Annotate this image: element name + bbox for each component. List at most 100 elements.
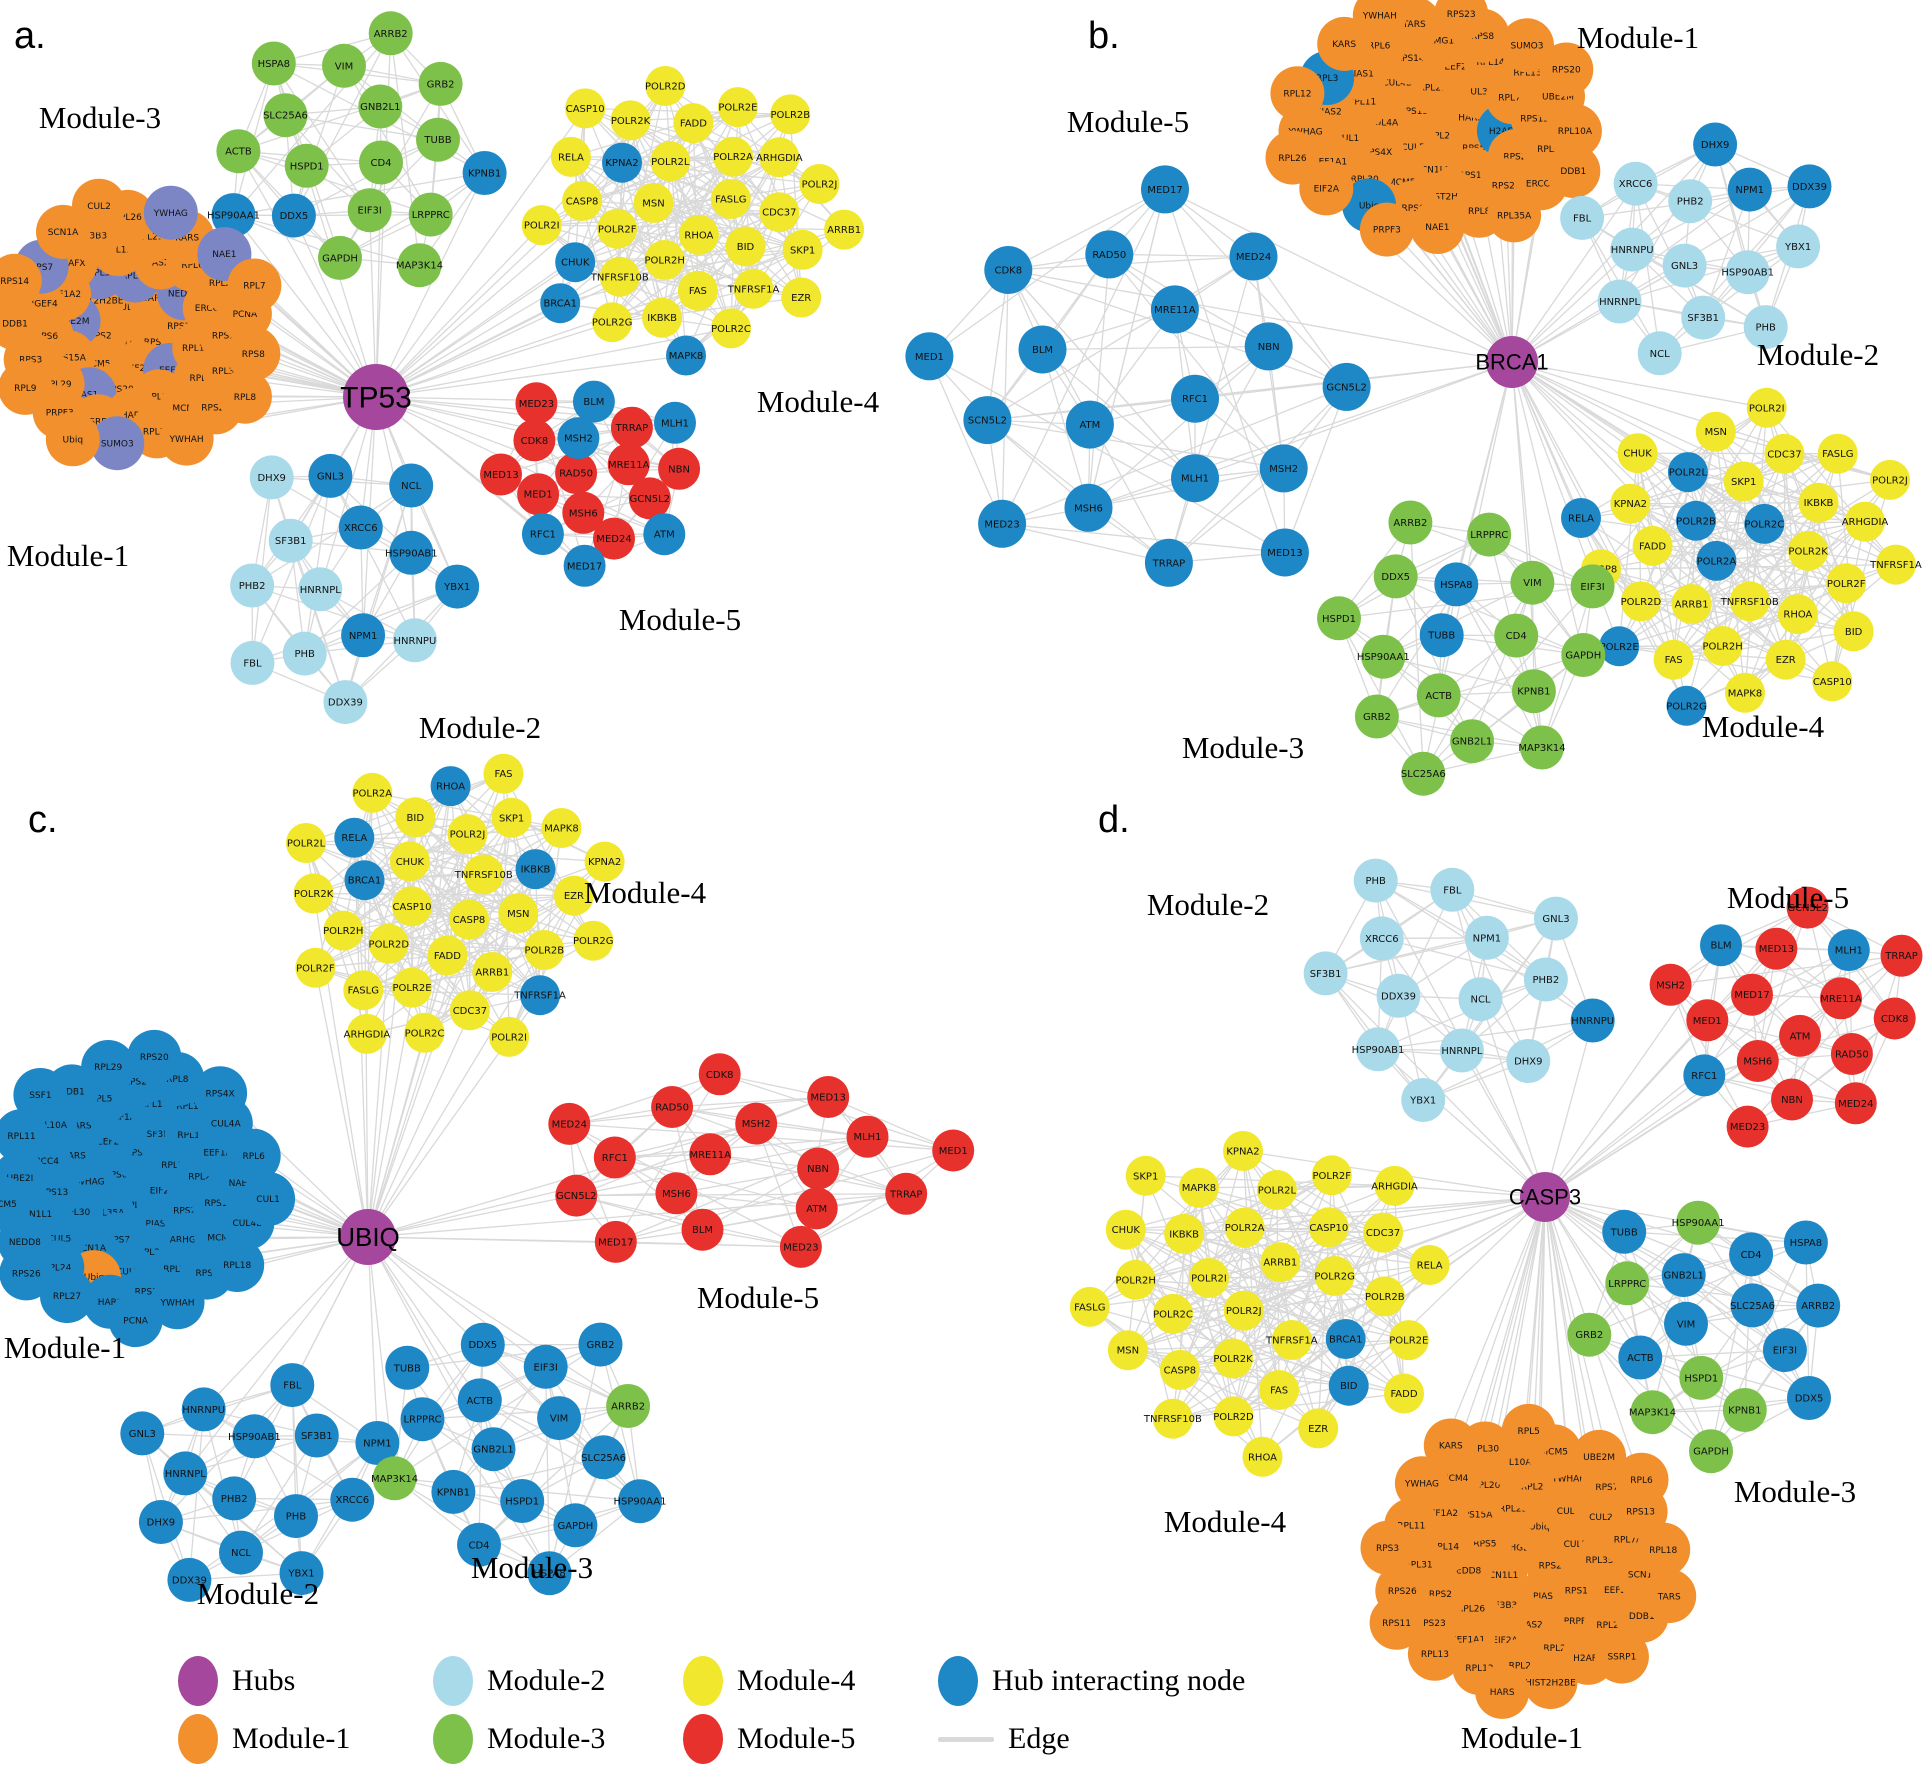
node-label-FASLG: FASLG bbox=[715, 195, 746, 206]
legend-item-module-1: Module-1 bbox=[178, 1710, 433, 1768]
node-label-RPS20: RPS20 bbox=[1552, 66, 1581, 76]
module-label: Module-3 bbox=[1734, 1474, 1856, 1509]
node-TRRAP bbox=[1144, 538, 1193, 587]
node-label-RELA: RELA bbox=[558, 152, 584, 163]
node-RPL35A bbox=[1487, 188, 1542, 243]
node-POLR2E bbox=[1388, 1320, 1429, 1361]
node-MSH6 bbox=[562, 491, 605, 534]
node-POLR2C bbox=[1153, 1293, 1193, 1334]
edge bbox=[1377, 1048, 1546, 1198]
edge bbox=[1164, 188, 1513, 363]
node-label-IKBKB: IKBKB bbox=[647, 313, 677, 324]
edge bbox=[1619, 245, 1799, 303]
edge bbox=[329, 475, 416, 641]
node-FAS bbox=[677, 270, 718, 311]
node-RPL27 bbox=[40, 1269, 94, 1324]
node-label-NCL: NCL bbox=[1650, 349, 1670, 360]
edge bbox=[293, 215, 377, 398]
node-GNB2L1 bbox=[1450, 719, 1495, 764]
edge bbox=[1544, 1196, 1752, 1256]
node-label-GNB2L1: GNB2L1 bbox=[473, 1445, 513, 1456]
edge bbox=[1511, 361, 1697, 522]
nodes-layer: RFC1 ATM MRE11A MLH1 BLM NBN MSH6 RAD50 MSH2 SCN5… bbox=[905, 0, 1922, 796]
edge bbox=[1544, 1196, 1641, 1358]
edge bbox=[1183, 1233, 1235, 1417]
edge bbox=[1544, 1020, 1594, 1198]
node-SSF1 bbox=[13, 1068, 68, 1122]
node-PCNA bbox=[108, 1293, 163, 1348]
node-label-SF3B1: SF3B1 bbox=[1310, 969, 1342, 980]
node-MSH2 bbox=[1649, 963, 1692, 1006]
node-label-KPNA2: KPNA2 bbox=[605, 158, 638, 169]
node-NPM1 bbox=[1727, 167, 1772, 212]
node-MSN bbox=[498, 893, 539, 934]
edge bbox=[1783, 453, 1897, 566]
node-label-EIF2A: EIF2A bbox=[126, 364, 152, 374]
module-label: Module-1 bbox=[7, 538, 129, 573]
edge bbox=[367, 1136, 868, 1238]
node-CASP8 bbox=[1159, 1349, 1200, 1390]
node-label-RPL14: RPL14 bbox=[177, 1131, 205, 1141]
node-label-MED1: MED1 bbox=[915, 352, 944, 363]
node-label-RPS23: RPS23 bbox=[201, 404, 230, 414]
edge bbox=[569, 1096, 829, 1125]
node-label-GAPDH: GAPDH bbox=[1693, 1447, 1729, 1458]
node-label-TUBB: TUBB bbox=[423, 135, 451, 146]
node-label-MSH6: MSH6 bbox=[662, 1189, 691, 1200]
node-label-YWHAG: YWHAG bbox=[153, 209, 188, 219]
node-MRE11A bbox=[1820, 977, 1862, 1020]
node-KPNA2 bbox=[584, 841, 625, 882]
node-label-ACTB: ACTB bbox=[225, 147, 252, 158]
node-CUL2 bbox=[72, 178, 126, 233]
edge bbox=[1042, 349, 1196, 479]
edge bbox=[1722, 502, 1820, 647]
node-label-RPS2: RPS2 bbox=[1429, 1590, 1452, 1600]
node-label-RPL30: RPL30 bbox=[1471, 1445, 1499, 1455]
node-label-CD4: CD4 bbox=[370, 158, 391, 169]
node-label-MCM5: MCM5 bbox=[0, 1200, 17, 1210]
node-label-RPL12: RPL12 bbox=[1283, 89, 1311, 99]
node-label-MED13: MED13 bbox=[1759, 944, 1794, 955]
node-label-RPS26: RPS26 bbox=[12, 1270, 41, 1280]
node-POLR2I bbox=[1189, 1258, 1229, 1298]
node-ACTB bbox=[1416, 673, 1461, 718]
node-label-CDK8: CDK8 bbox=[706, 1070, 734, 1081]
node-RPL10A bbox=[1547, 104, 1602, 158]
node-EZR bbox=[1765, 639, 1806, 680]
edge bbox=[576, 1193, 907, 1197]
node-label-CD4: CD4 bbox=[1506, 631, 1527, 642]
node-label-TNFRSF10B: TNFRSF10B bbox=[1720, 597, 1779, 608]
edge bbox=[1511, 183, 1637, 363]
node-label-HARS: HARS bbox=[1458, 113, 1483, 123]
node-label-MRE11A: MRE11A bbox=[1154, 305, 1196, 316]
node-KPNB1 bbox=[1722, 1388, 1767, 1432]
module-label: Module-3 bbox=[1182, 730, 1304, 765]
node-label-MAP3K14: MAP3K14 bbox=[1518, 743, 1565, 754]
node-label-EZR: EZR bbox=[1776, 655, 1796, 666]
node-label-RAD50: RAD50 bbox=[1835, 1050, 1869, 1061]
node-POLR2C bbox=[404, 1012, 445, 1053]
node-label-POLR2A: POLR2A bbox=[1697, 556, 1737, 567]
node-label-CDC37: CDC37 bbox=[1767, 449, 1801, 460]
node-label-NCL: NCL bbox=[231, 1548, 251, 1559]
node-label-ARRB1: ARRB1 bbox=[1675, 600, 1709, 611]
edge bbox=[1409, 522, 1424, 774]
node-ARHGDIA bbox=[1845, 501, 1885, 542]
node-MAP3K14 bbox=[1630, 1390, 1675, 1435]
node-label-RPS6: RPS6 bbox=[1402, 204, 1425, 214]
node-label-SLC25A6: SLC25A6 bbox=[581, 1453, 626, 1464]
node-label-RPS6: RPS6 bbox=[35, 332, 58, 342]
edge bbox=[1791, 949, 1850, 1100]
node-KPNA2 bbox=[1610, 483, 1651, 524]
node-label-RPS4X: RPS4X bbox=[205, 1089, 234, 1099]
edge bbox=[1164, 188, 1348, 388]
edge bbox=[1511, 361, 1584, 656]
node-GCN5L2 bbox=[1322, 362, 1371, 411]
node-label-CUL1: CUL1 bbox=[256, 1195, 280, 1205]
node-POLR2G bbox=[1314, 1256, 1355, 1296]
node-label-RPS2: RPS2 bbox=[124, 1078, 147, 1088]
edge bbox=[671, 1106, 704, 1230]
node-label-POLR2E: POLR2E bbox=[1600, 642, 1639, 653]
node-ATM bbox=[1065, 400, 1114, 449]
